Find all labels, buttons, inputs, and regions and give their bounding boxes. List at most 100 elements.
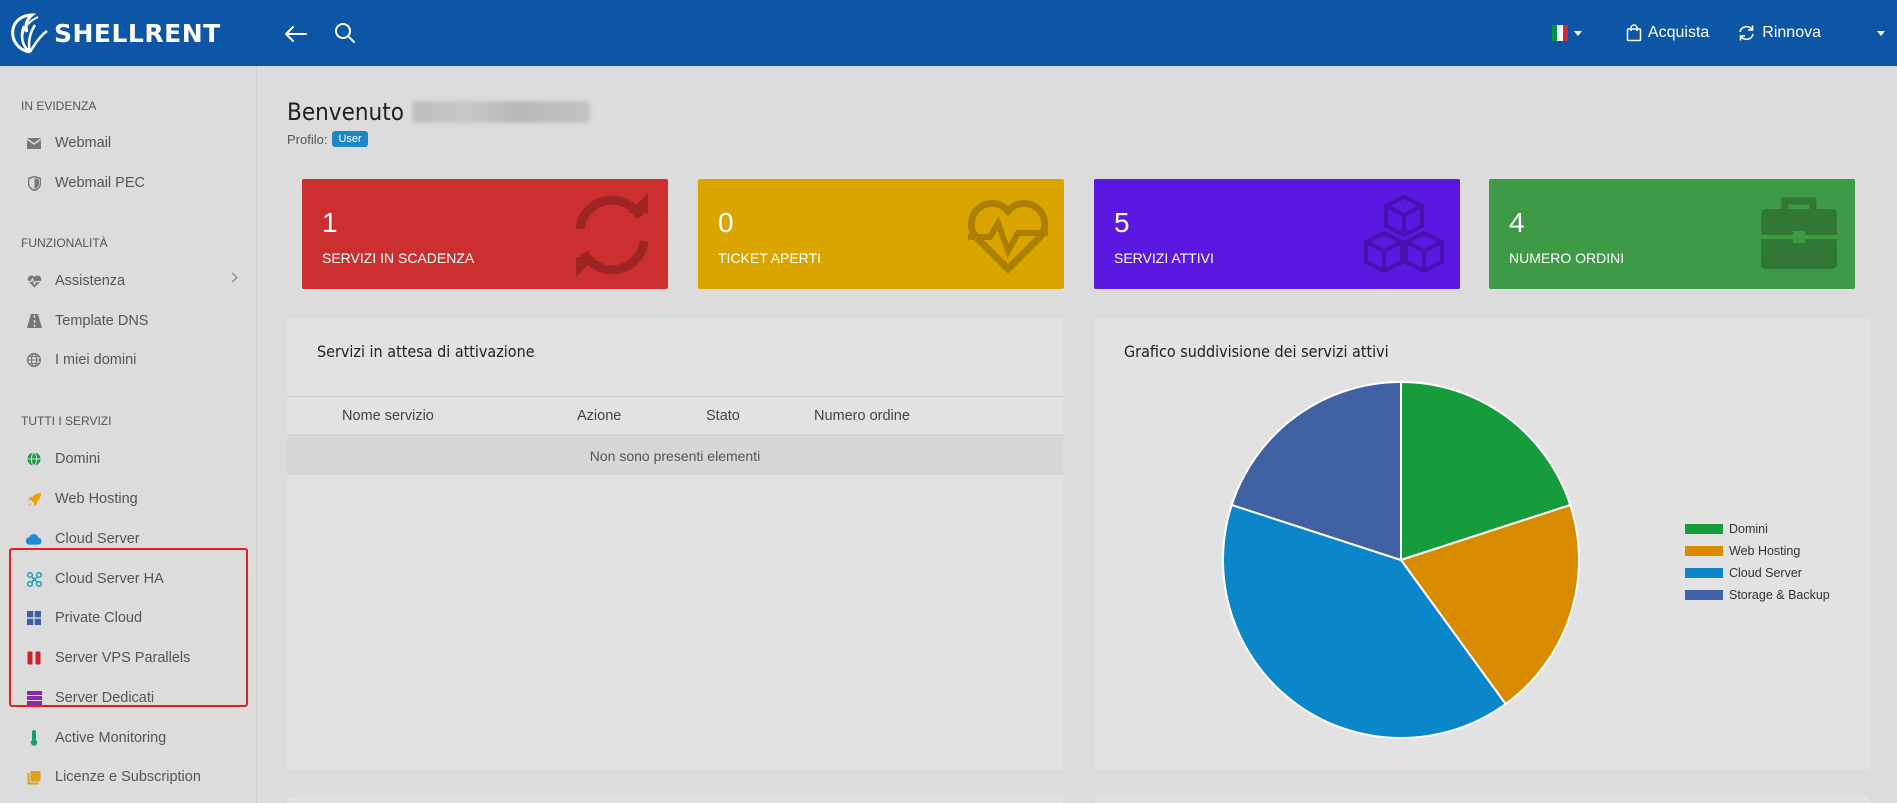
profile-badge: User <box>332 131 368 147</box>
sidebar-item-cloud-server-ha[interactable]: Cloud Server HA <box>26 567 236 591</box>
legend-swatch <box>1685 590 1723 600</box>
cloud-icon <box>26 531 42 547</box>
page-title: Benvenuto <box>287 98 590 126</box>
stat-value: 0 <box>718 207 734 238</box>
sidebar-item-private-cloud[interactable]: Private Cloud <box>26 606 236 630</box>
sidebar-item-label: Server VPS Parallels <box>55 650 191 666</box>
table-header: Nome servizio Azione Stato Numero ordine <box>287 396 1063 436</box>
sidebar-section-in-evidenza: IN EVIDENZA <box>21 99 97 113</box>
server-icon <box>26 690 42 706</box>
chart-legend: Domini Web Hosting Cloud Server Storage & B… <box>1685 518 1830 606</box>
rinnova-label: Rinnova <box>1762 24 1821 41</box>
legend-label: Domini <box>1729 522 1768 536</box>
sidebar-item-label: Domini <box>55 451 101 467</box>
thermometer-icon <box>26 730 42 746</box>
sidebar-item-label: Active Monitoring <box>55 730 167 746</box>
panel-title: Servizi in attesa di attivazione <box>317 342 535 361</box>
pie-slice-web-hosting[interactable] <box>1399 503 1580 706</box>
acquista-button[interactable]: Acquista <box>1626 24 1709 42</box>
sync-icon <box>575 193 649 277</box>
stat-label: SERVIZI IN SCADENZA <box>322 250 475 266</box>
sidebar-item-label: Cloud Server <box>55 531 140 547</box>
caret-down-icon <box>1877 30 1885 36</box>
sidebar-item-licenze-e-subscription[interactable]: Licenze e Subscription <box>26 765 236 789</box>
sidebar-item-server-dedicati[interactable]: Server Dedicati <box>26 686 236 710</box>
blurred-username <box>411 101 590 123</box>
sidebar-section-tutti-i-servizi: TUTTI I SERVIZI <box>21 414 112 428</box>
sidebar-item-i-miei-domini[interactable]: I miei domini <box>26 348 236 372</box>
briefcase-icon <box>1761 197 1837 269</box>
sidebar-item-domini[interactable]: Domini <box>26 447 236 471</box>
sidebar-item-label: Webmail <box>55 135 112 151</box>
table-empty-row: Non sono presenti elementi <box>287 437 1063 475</box>
stat-card-ticket-aperti[interactable]: 0 TICKET APERTI <box>698 179 1064 289</box>
column-header-azione[interactable]: Azione <box>577 408 622 424</box>
sidebar-item-label: I miei domini <box>55 352 137 368</box>
sidebar-item-webmail-pec[interactable]: Webmail PEC <box>26 171 236 195</box>
shield-icon <box>26 175 42 191</box>
bottom-panel-left <box>287 797 1063 803</box>
pie-slice-cloud-server[interactable] <box>1222 503 1508 739</box>
legend-item[interactable]: Domini <box>1685 518 1830 540</box>
column-header-nome-servizio[interactable]: Nome servizio <box>342 408 434 424</box>
logo[interactable]: SHELLRENT <box>8 12 221 54</box>
parallels-icon <box>26 650 42 666</box>
chart-panel: Grafico suddivisione dei servizi attivi … <box>1094 318 1870 770</box>
legend-label: Web Hosting <box>1729 544 1801 558</box>
pie-slice-storage-backup[interactable] <box>1230 380 1402 562</box>
sidebar-item-active-monitoring[interactable]: Active Monitoring <box>26 726 236 750</box>
sidebar-item-cloud-server[interactable]: Cloud Server <box>26 527 236 551</box>
shell-logo-icon <box>11 13 48 54</box>
sidebar-item-template-dns[interactable]: Template DNS <box>26 309 236 333</box>
stat-label: TICKET APERTI <box>718 250 821 266</box>
pending-services-panel: Servizi in attesa di attivazione Nome se… <box>287 318 1063 770</box>
legend-swatch <box>1685 546 1723 556</box>
sidebar-item-label: Server Dedicati <box>55 690 155 706</box>
search-icon[interactable] <box>332 20 358 46</box>
stat-card-servizi-attivi[interactable]: 5 SERVIZI ATTIVI <box>1094 179 1460 289</box>
sidebar-item-assistenza[interactable]: Assistenza <box>26 269 238 293</box>
stat-value: 4 <box>1509 207 1525 238</box>
heartbeat-icon <box>26 273 42 289</box>
legend-label: Storage & Backup <box>1729 588 1830 602</box>
legend-item[interactable]: Cloud Server <box>1685 562 1830 584</box>
legend-swatch <box>1685 568 1723 578</box>
language-selector[interactable] <box>1551 25 1582 41</box>
profile-label: Profilo: <box>287 131 328 147</box>
road-icon <box>26 313 42 329</box>
globe-icon <box>26 352 42 368</box>
globe-icon <box>26 451 42 467</box>
logo-text: SHELLRENT <box>54 18 221 48</box>
rocket-icon <box>26 491 42 507</box>
stat-card-numero-ordini[interactable]: 4 NUMERO ORDINI <box>1489 179 1855 289</box>
sidebar-item-label: Assistenza <box>55 273 126 289</box>
envelope-icon <box>26 135 42 151</box>
legend-label: Cloud Server <box>1729 566 1802 580</box>
legend-item[interactable]: Web Hosting <box>1685 540 1830 562</box>
bottom-panel-right <box>1094 797 1870 803</box>
stat-value: 1 <box>322 207 338 238</box>
sidebar-item-server-vps-parallels[interactable]: Server VPS Parallels <box>26 646 236 670</box>
network-icon <box>26 571 42 587</box>
stat-value: 5 <box>1114 207 1130 238</box>
sidebar-section-funzionalita: FUNZIONALITÀ <box>21 236 108 250</box>
pie-slice-domini[interactable] <box>1400 380 1572 562</box>
key-icon <box>26 769 42 785</box>
stat-label: NUMERO ORDINI <box>1509 250 1625 266</box>
sidebar: IN EVIDENZA Webmail Webmail PEC FUNZIONA… <box>0 66 257 803</box>
chart-title: Grafico suddivisione dei servizi attivi <box>1124 342 1389 361</box>
legend-item[interactable]: Storage & Backup <box>1685 584 1830 606</box>
column-header-stato[interactable]: Stato <box>706 408 740 424</box>
sidebar-item-label: Web Hosting <box>55 491 138 507</box>
heartbeat-icon <box>967 199 1049 274</box>
stat-card-servizi-in-scadenza[interactable]: 1 SERVIZI IN SCADENZA <box>302 179 668 289</box>
sidebar-item-web-hosting[interactable]: Web Hosting <box>26 487 236 511</box>
sidebar-item-webmail[interactable]: Webmail <box>26 131 236 155</box>
rinnova-button[interactable]: Rinnova <box>1737 24 1821 42</box>
shopping-bag-icon <box>1626 24 1642 42</box>
sidebar-item-label: Private Cloud <box>55 610 143 626</box>
column-header-numero-ordine[interactable]: Numero ordine <box>814 408 910 424</box>
back-arrow-icon[interactable] <box>282 22 310 46</box>
user-menu-toggle[interactable] <box>1845 30 1885 36</box>
sidebar-item-label: Licenze e Subscription <box>55 769 201 785</box>
